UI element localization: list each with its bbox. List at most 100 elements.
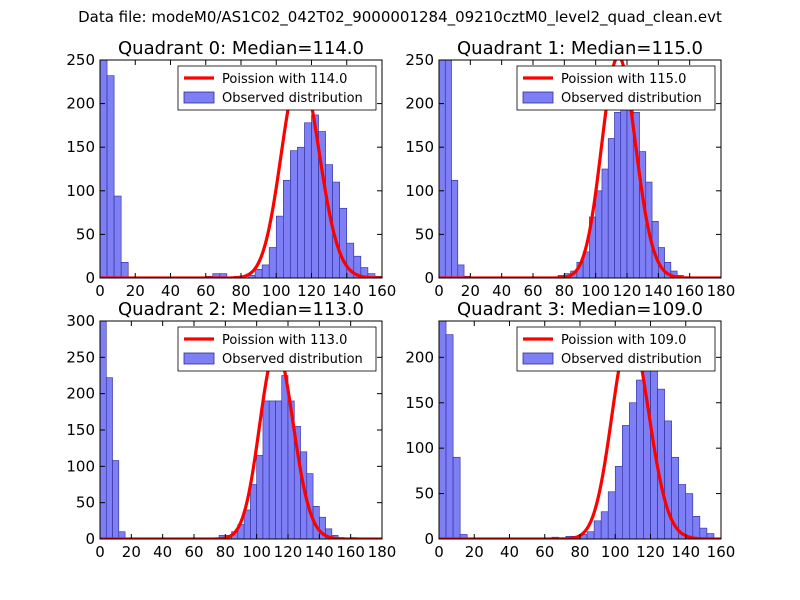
y-tick-label: 200 — [405, 348, 434, 366]
x-tick-label: 180 — [368, 543, 397, 561]
histogram-bar — [268, 400, 276, 539]
histogram-bar — [262, 400, 270, 539]
histogram-bar — [601, 168, 609, 278]
histogram-bar — [444, 60, 452, 278]
legend-observed-label: Observed distribution — [222, 91, 363, 106]
histogram-bar — [586, 531, 595, 539]
histogram-bar — [105, 377, 113, 539]
poisson-curve — [100, 347, 382, 539]
legend-observed-swatch — [183, 91, 215, 104]
quadrant-1-chart: 0 20 40 60 80 100 120 140 160 180050100150200250Q… — [405, 38, 735, 300]
histogram-bar — [290, 150, 298, 278]
quadrant-3-plot-area — [439, 321, 721, 539]
y-tick-label: 0 — [424, 269, 434, 287]
histogram-bar — [219, 273, 228, 278]
histogram-bar — [452, 456, 461, 539]
x-tick-label: 100 — [601, 543, 630, 561]
x-tick-label: 140 — [671, 543, 700, 561]
y-tick-label: 250 — [66, 51, 95, 69]
histogram-bar — [439, 60, 446, 278]
histogram-bar — [607, 138, 615, 278]
legend-poisson-label: Poission with 115.0 — [561, 72, 686, 87]
legend-poisson-label: Poission with 114.0 — [222, 72, 347, 87]
y-tick-label: 0 — [424, 530, 434, 548]
y-tick-label: 50 — [76, 494, 95, 512]
x-tick-label: 80 — [555, 282, 574, 300]
histogram-bar — [607, 491, 616, 539]
poisson-curve — [439, 60, 721, 278]
x-tick-label: 140 — [332, 282, 361, 300]
y-tick-label: 200 — [405, 95, 434, 113]
histogram-bar — [353, 255, 362, 278]
histogram-bar — [275, 400, 283, 539]
x-tick-label: 80 — [231, 282, 250, 300]
histogram-bar — [692, 515, 701, 539]
histogram-bar — [664, 420, 672, 539]
histogram-bar — [614, 112, 622, 278]
y-tick-label: 150 — [66, 421, 95, 439]
panel-title: Quadrant 2: Median=113.0 — [118, 299, 364, 320]
x-tick-label: 120 — [636, 543, 665, 561]
panel-title: Quadrant 0: Median=114.0 — [118, 38, 364, 59]
x-tick-label: 100 — [242, 543, 271, 561]
y-tick-label: 100 — [405, 182, 434, 200]
quadrant-0-chart: 0 20 40 60 80 100 120 140 160 0 50 100 150 200 250 Quad… — [66, 38, 396, 300]
histogram-bar — [360, 267, 369, 278]
y-tick-label: 100 — [405, 439, 434, 457]
x-tick-label: 60 — [184, 543, 203, 561]
x-tick-label: 60 — [535, 543, 554, 561]
histogram-bar — [451, 180, 459, 278]
histogram-bar — [457, 264, 465, 278]
y-tick-label: 0 — [85, 530, 95, 548]
legend-observed-swatch — [522, 91, 554, 104]
x-tick-label: 40 — [153, 543, 172, 561]
x-tick-label: 100 — [581, 282, 610, 300]
x-tick-label: 20 — [461, 282, 480, 300]
y-tick-label: 0 — [85, 269, 95, 287]
x-tick-label: 20 — [465, 543, 484, 561]
x-tick-label: 160 — [368, 282, 397, 300]
y-tick-label: 150 — [405, 138, 434, 156]
y-tick-label: 50 — [415, 485, 434, 503]
x-tick-label: 20 — [122, 543, 141, 561]
histogram-bar — [620, 98, 628, 278]
y-tick-label: 250 — [405, 51, 434, 69]
histogram-bar — [614, 466, 623, 539]
histogram-bar — [600, 511, 609, 539]
x-tick-label: 120 — [297, 282, 326, 300]
x-tick-label: 140 — [305, 543, 334, 561]
histogram-bar — [282, 180, 291, 278]
x-tick-label: 160 — [336, 543, 365, 561]
histogram-bar — [439, 321, 447, 539]
panel-title: Quadrant 1: Median=115.0 — [457, 38, 703, 59]
histogram-bar — [304, 122, 312, 278]
x-tick-label: 180 — [707, 282, 736, 300]
histogram-bar — [593, 520, 602, 539]
x-tick-label: 40 — [161, 282, 180, 300]
histogram-bar — [118, 531, 126, 539]
x-tick-label: 100 — [262, 282, 291, 300]
x-tick-label: 40 — [492, 282, 511, 300]
y-tick-label: 50 — [76, 225, 95, 243]
y-tick-label: 250 — [66, 348, 95, 366]
x-tick-label: 160 — [707, 543, 736, 561]
histogram-bar — [120, 262, 129, 278]
histogram-bar — [100, 321, 107, 539]
x-tick-label: 0 — [95, 282, 105, 300]
y-tick-label: 200 — [66, 385, 95, 403]
legend-poisson-label: Poission with 113.0 — [222, 333, 347, 348]
histogram-bar — [261, 264, 270, 278]
x-tick-label: 0 — [434, 282, 444, 300]
legend-observed-label: Observed distribution — [222, 352, 363, 367]
histogram-bar — [636, 379, 644, 539]
y-tick-label: 100 — [66, 457, 95, 475]
histogram-bar — [112, 460, 120, 539]
axes-frame — [438, 59, 722, 279]
x-tick-label: 60 — [523, 282, 542, 300]
y-tick-label: 200 — [66, 95, 95, 113]
histogram-bar — [268, 247, 277, 278]
x-tick-label: 120 — [274, 543, 303, 561]
histogram-bar — [339, 207, 348, 278]
legend-observed-swatch — [522, 352, 554, 365]
